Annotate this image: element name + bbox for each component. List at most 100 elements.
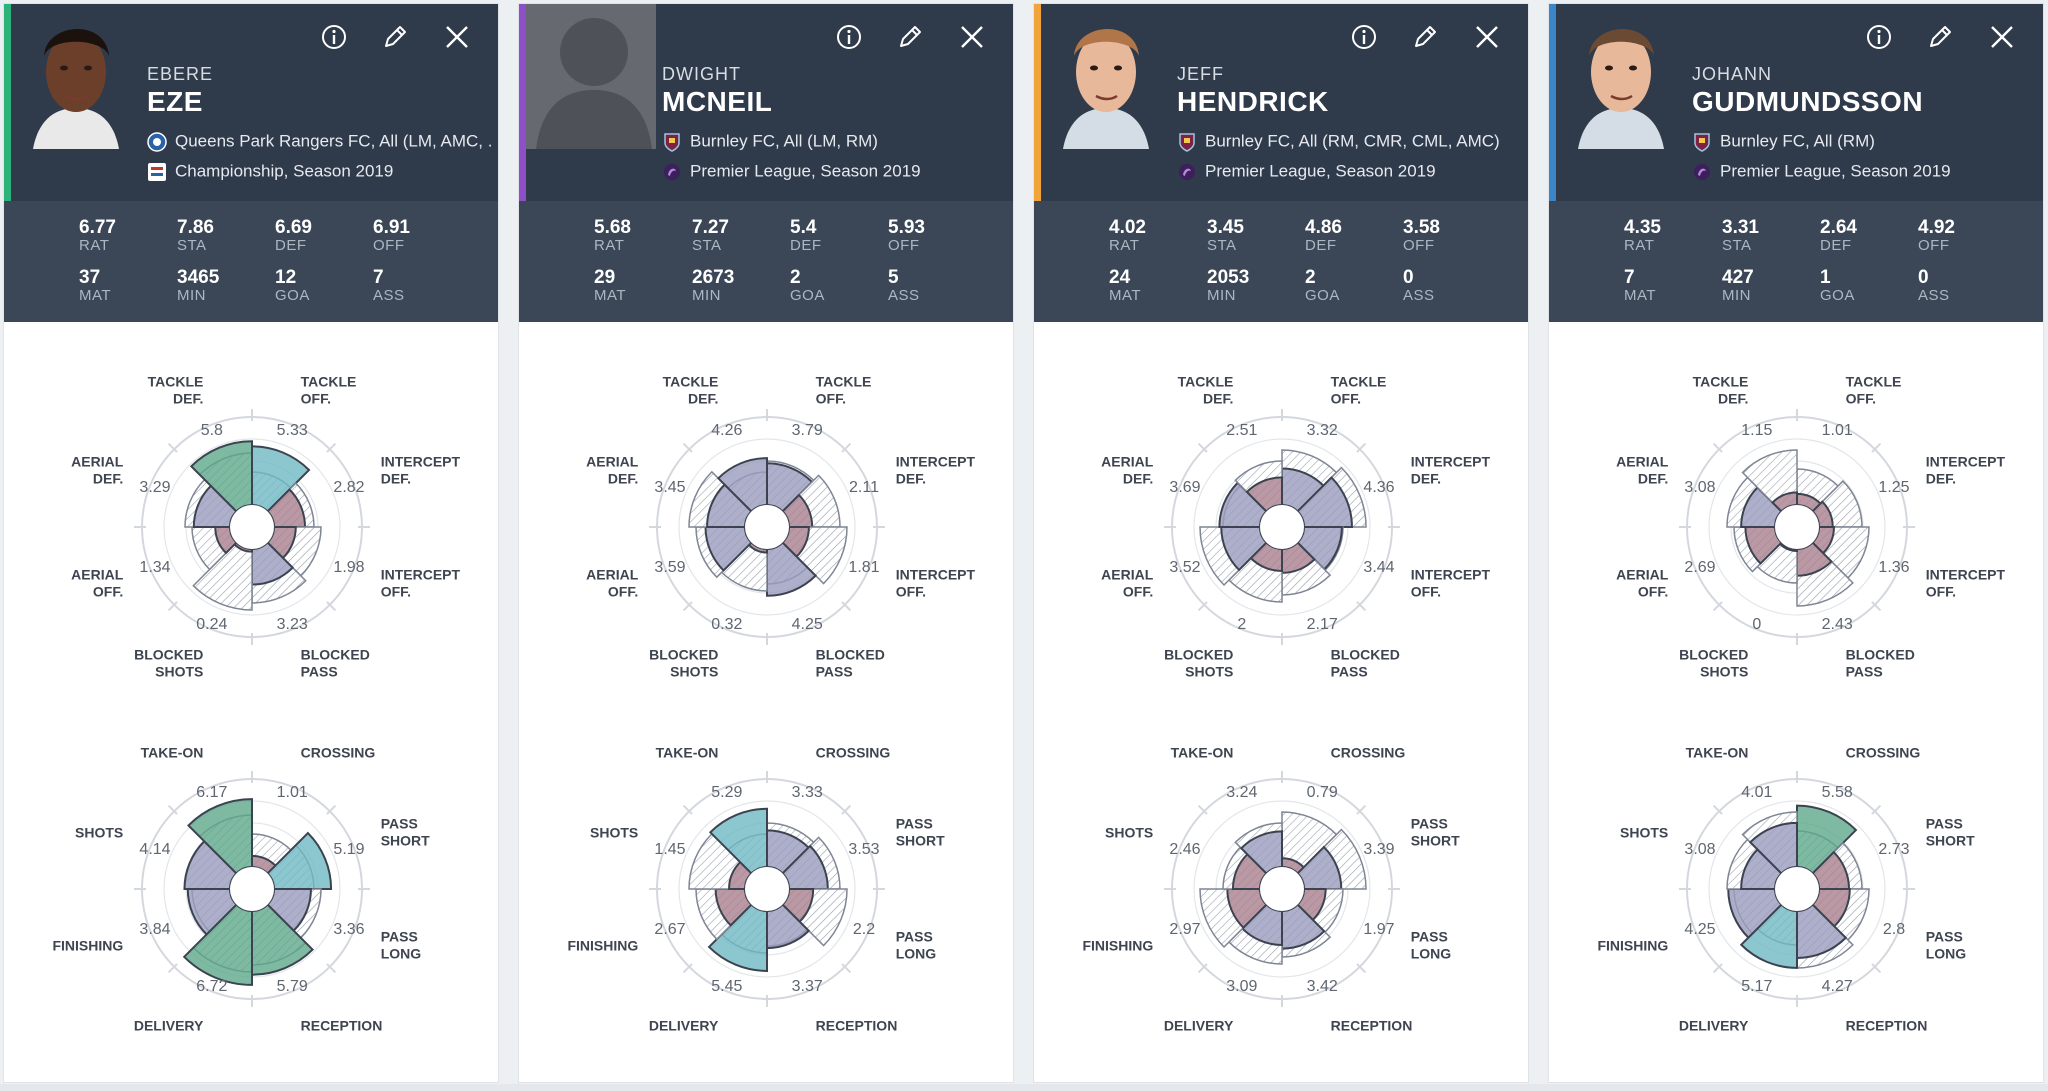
radar-axis-label: TACKLE <box>1846 373 1902 389</box>
stat-label: RAT <box>1624 237 1655 254</box>
radar-axis-label: DELIVERY <box>1679 1018 1749 1034</box>
stat-value: 6.77 <box>79 217 116 238</box>
radar-value-label: 3.84 <box>139 921 170 938</box>
radar-axis-label: DEF. <box>1123 470 1153 486</box>
stat-rat: 5.68 RAT <box>594 218 684 254</box>
radar-axis-label: SHORT <box>381 832 430 848</box>
radar-value-label: 3.52 <box>1169 559 1200 576</box>
radar-axis-line <box>1871 601 1882 612</box>
radar-axis-label: AERIAL <box>71 453 124 469</box>
radar-axis-line <box>1871 442 1882 453</box>
radar-axis-label: PASS <box>1331 664 1368 680</box>
radar-value-label: 4.01 <box>1741 784 1772 801</box>
stat-label: STA <box>692 237 722 254</box>
radar-axis-label: CROSSING <box>1331 744 1406 760</box>
radar-axis-label: DEF. <box>1203 390 1233 406</box>
league-text: Premier League, Season 2019 <box>1205 161 1436 181</box>
radar-axis-label: SHOTS <box>155 664 203 680</box>
radar-axis-label: BLOCKED <box>1164 647 1233 663</box>
radar-axis-label: PASS <box>896 815 933 831</box>
radar-value-label: 3.79 <box>792 422 823 439</box>
club-text: Burnley FC, All (RM) <box>1720 131 1875 151</box>
radar-value-label: 2.17 <box>1307 616 1338 633</box>
radar-axis-line <box>1197 804 1208 815</box>
radar-axis-label: CROSSING <box>1846 744 1921 760</box>
player-league-line: Championship, Season 2019 <box>147 161 492 182</box>
info-button[interactable] <box>1347 20 1381 54</box>
player-league-line: Premier League, Season 2019 <box>1177 161 1522 182</box>
stat-value: 3465 <box>177 267 220 288</box>
stat-value: 2673 <box>692 267 735 288</box>
qpr-crest-icon <box>147 131 167 152</box>
radar-axis-label: DELIVERY <box>134 1018 204 1034</box>
radar-axis-label: FINISHING <box>52 938 123 954</box>
stat-mat: 29 MAT <box>594 268 684 304</box>
stat-off: 5.93 OFF <box>888 218 978 254</box>
radar-value-label: 3.08 <box>1684 479 1715 496</box>
stat-goa: 2 GOA <box>790 268 880 304</box>
stat-value: 3.31 <box>1722 217 1759 238</box>
stat-value: 6.69 <box>275 217 312 238</box>
close-button[interactable] <box>1470 20 1504 54</box>
edit-button[interactable] <box>1923 20 1957 54</box>
radar-value-label: 2.97 <box>1169 921 1200 938</box>
info-button[interactable] <box>317 20 351 54</box>
stat-sta: 7.27 STA <box>692 218 782 254</box>
edit-button[interactable] <box>893 20 927 54</box>
radar-axis-label: INTERCEPT <box>381 567 461 583</box>
radar-axis-label: DEF. <box>1718 390 1748 406</box>
edit-button[interactable] <box>1408 20 1442 54</box>
edit-button[interactable] <box>378 20 412 54</box>
radar-value-label: 3.59 <box>654 559 685 576</box>
radar-axis-label: OFF. <box>1638 584 1668 600</box>
stat-label: STA <box>1207 237 1237 254</box>
stat-value: 2053 <box>1207 267 1250 288</box>
stat-value: 5.68 <box>594 217 631 238</box>
close-button[interactable] <box>1985 20 2019 54</box>
stat-mat: 7 MAT <box>1624 268 1714 304</box>
radar-axis-label: DELIVERY <box>649 1018 719 1034</box>
radar-axis-line <box>1871 963 1882 974</box>
radar-axis-label: INTERCEPT <box>1411 453 1491 469</box>
radar-value-label: 1.25 <box>1878 479 1909 496</box>
radar-axis-line <box>167 601 178 612</box>
radar-axis-label: TACKLE <box>1331 373 1387 389</box>
info-button[interactable] <box>832 20 866 54</box>
radar-value-label: 2.73 <box>1878 841 1909 858</box>
close-button[interactable] <box>440 20 474 54</box>
stat-value: 7 <box>373 267 384 288</box>
radar-value-label: 5.79 <box>277 978 308 995</box>
radar-value-label: 0.79 <box>1307 784 1338 801</box>
stat-value: 427 <box>1722 267 1754 288</box>
stat-label: ASS <box>1403 287 1435 304</box>
stat-value: 3.45 <box>1207 217 1244 238</box>
radar-value-label: 6.17 <box>196 784 227 801</box>
radar-axis-label: DEF. <box>608 470 638 486</box>
close-button[interactable] <box>955 20 989 54</box>
radar-axis-label: AERIAL <box>586 453 639 469</box>
radar-axis-label: RECEPTION <box>1846 1018 1928 1034</box>
radar-axis-label: OFF. <box>816 390 846 406</box>
burnley-crest-icon <box>1692 132 1712 152</box>
stat-label: MAT <box>1109 287 1142 304</box>
pencil-icon <box>1415 26 1436 47</box>
radar-axis-label: PASS <box>1411 929 1448 945</box>
radar-value-label: 3.37 <box>792 978 823 995</box>
radar-value-label: 3.39 <box>1363 841 1394 858</box>
radar-value-label: 4.27 <box>1822 978 1853 995</box>
stat-goa: 12 GOA <box>275 268 365 304</box>
info-icon <box>1867 25 1891 49</box>
info-button[interactable] <box>1862 20 1896 54</box>
stat-sta: 3.31 STA <box>1722 218 1812 254</box>
stat-ass: 5 ASS <box>888 268 978 304</box>
radar-value-label: 4.36 <box>1363 479 1394 496</box>
stat-label: MAT <box>1624 287 1657 304</box>
stat-label: OFF <box>1918 237 1950 254</box>
radar-axis-line <box>326 963 337 974</box>
radar-axis-line <box>167 963 178 974</box>
stat-def: 4.86 DEF <box>1305 218 1395 254</box>
stat-ass: 0 ASS <box>1918 268 2008 304</box>
stat-min: 427 MIN <box>1722 268 1812 304</box>
radar-axis-label: FINISHING <box>1597 938 1668 954</box>
